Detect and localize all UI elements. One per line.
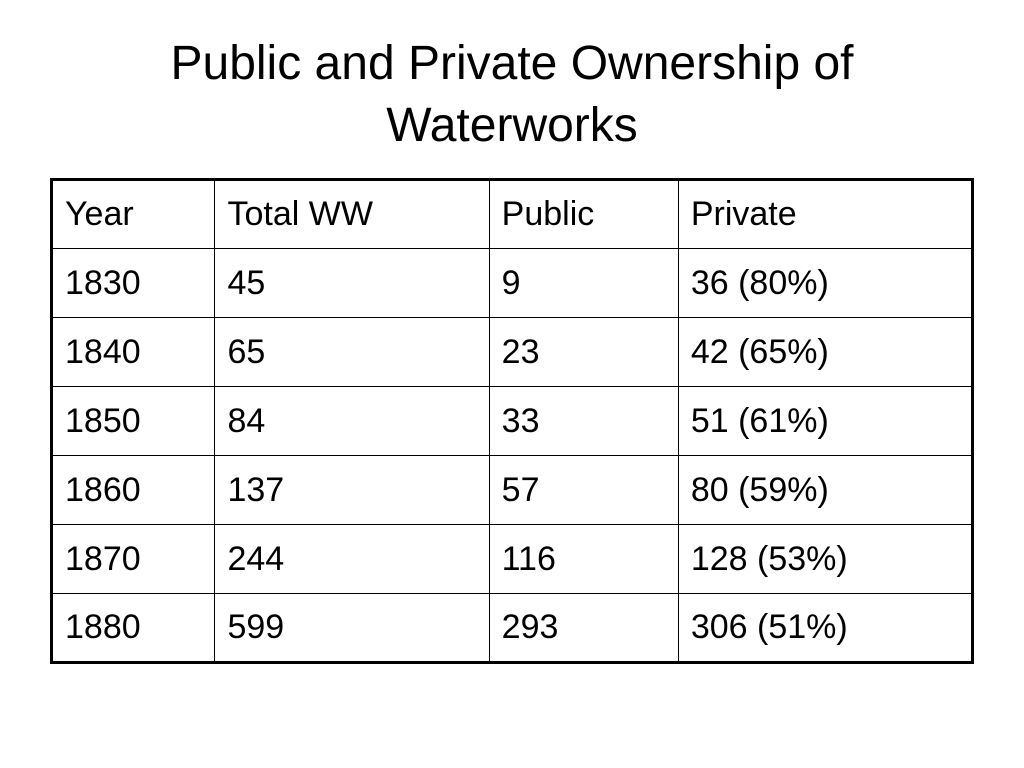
table-row: 1860 137 57 80 (59%) — [50, 455, 974, 525]
cell-total-ww: 137 — [214, 455, 490, 525]
cell-public: 57 — [488, 455, 679, 525]
table-row: 1880 599 293 306 (51%) — [50, 593, 974, 663]
cell-year: 1830 — [50, 248, 216, 318]
cell-year: 1880 — [50, 593, 216, 663]
cell-year: 1870 — [50, 524, 216, 594]
cell-public: 293 — [488, 593, 679, 663]
cell-public: 33 — [488, 386, 679, 456]
cell-private: 80 (59%) — [677, 455, 974, 525]
cell-private: 36 (80%) — [677, 248, 974, 318]
table-row: 1830 45 9 36 (80%) — [50, 248, 974, 318]
cell-total-ww: 45 — [214, 248, 490, 318]
cell-private: 128 (53%) — [677, 524, 974, 594]
table-row: 1870 244 116 128 (53%) — [50, 524, 974, 594]
table-row: 1840 65 23 42 (65%) — [50, 317, 974, 387]
slide-title-line-2: Waterworks — [386, 99, 638, 152]
cell-private: 306 (51%) — [677, 593, 974, 663]
column-header-public: Public — [488, 179, 679, 249]
cell-total-ww: 84 — [214, 386, 490, 456]
cell-public: 9 — [488, 248, 679, 318]
table-header-row: Year Total WW Public Private — [50, 179, 974, 249]
column-header-total-ww: Total WW — [214, 179, 490, 249]
cell-private: 51 (61%) — [677, 386, 974, 456]
slide-title: Public and Private Ownership of Waterwor… — [60, 33, 964, 157]
slide-title-line-1: Public and Private Ownership of — [170, 37, 854, 90]
table-row: 1850 84 33 51 (61%) — [50, 386, 974, 456]
cell-private: 42 (65%) — [677, 317, 974, 387]
cell-public: 23 — [488, 317, 679, 387]
cell-year: 1850 — [50, 386, 216, 456]
column-header-private: Private — [677, 179, 974, 249]
cell-total-ww: 599 — [214, 593, 490, 663]
cell-total-ww: 244 — [214, 524, 490, 594]
cell-public: 116 — [488, 524, 679, 594]
cell-year: 1860 — [50, 455, 216, 525]
cell-total-ww: 65 — [214, 317, 490, 387]
waterworks-table: Year Total WW Public Private 1830 45 9 3… — [50, 178, 974, 664]
cell-year: 1840 — [50, 317, 216, 387]
column-header-year: Year — [50, 179, 216, 249]
